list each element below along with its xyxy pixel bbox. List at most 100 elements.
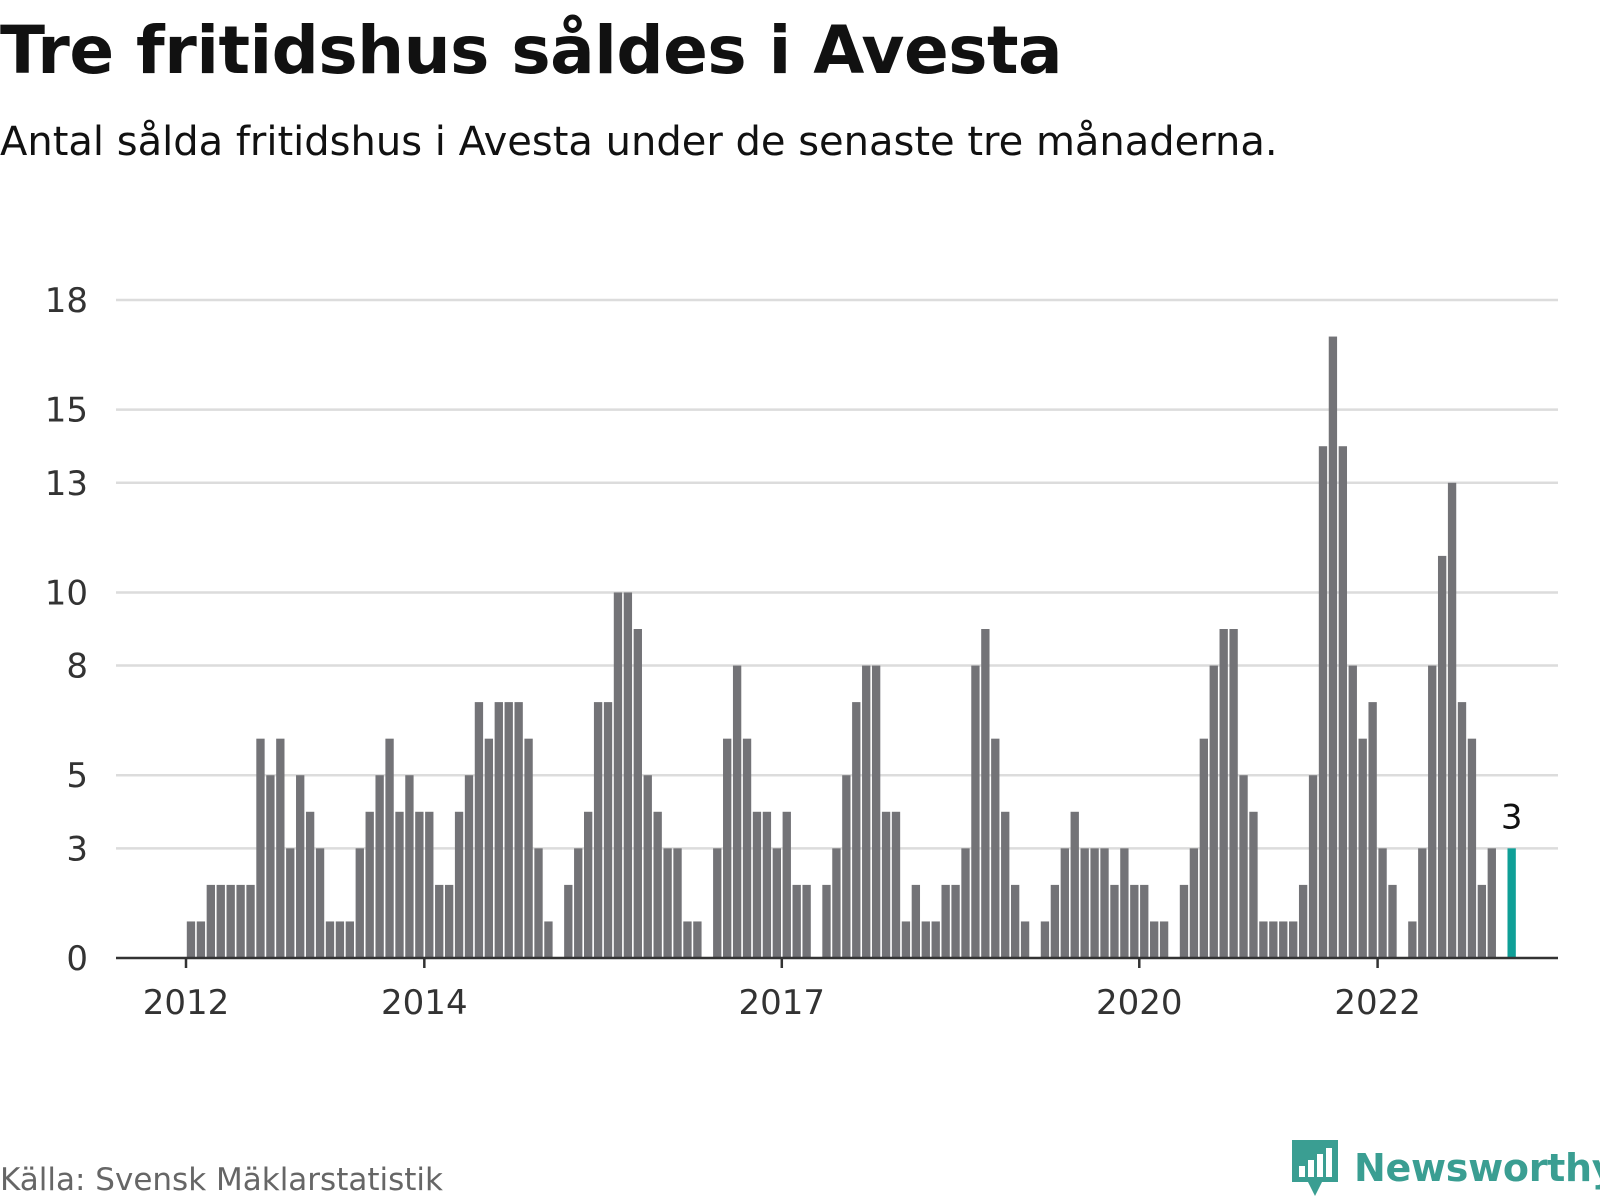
- bar: [325, 921, 335, 958]
- bar: [961, 848, 970, 958]
- bar: [723, 738, 732, 958]
- bar: [584, 811, 593, 958]
- y-tick-label: 18: [45, 281, 88, 321]
- bar: [1159, 921, 1169, 958]
- bar: [881, 811, 891, 958]
- bar: [613, 592, 623, 958]
- bar: [842, 775, 851, 958]
- bar: [862, 665, 871, 958]
- x-tick-label: 2014: [381, 983, 468, 1023]
- bar: [514, 702, 523, 958]
- bar: [782, 811, 791, 958]
- bar: [544, 921, 553, 958]
- bar: [256, 738, 265, 958]
- bar: [1040, 921, 1050, 958]
- bar: [196, 921, 206, 958]
- bar: [1269, 921, 1278, 958]
- bar: [871, 665, 881, 958]
- bar: [653, 811, 662, 958]
- bar: [435, 884, 444, 958]
- bar: [375, 775, 384, 958]
- bar: [236, 884, 245, 958]
- bar: [901, 921, 911, 958]
- bar: [1477, 884, 1487, 958]
- bar: [1467, 738, 1477, 958]
- y-tick-label: 8: [66, 647, 88, 687]
- bar: [464, 775, 474, 958]
- bar: [1130, 884, 1139, 958]
- bar: [1100, 848, 1109, 958]
- bar: [206, 884, 215, 958]
- bar: [226, 884, 235, 958]
- bar: [1001, 811, 1010, 958]
- x-tick-label: 2017: [739, 983, 826, 1023]
- brand-name: Newsworthy: [1354, 1146, 1600, 1190]
- bar: [683, 921, 692, 958]
- y-tick-label: 0: [66, 939, 88, 979]
- y-tick-label: 13: [45, 464, 88, 504]
- bar: [574, 848, 583, 958]
- bar: [742, 738, 752, 958]
- bar: [951, 884, 960, 958]
- source-note: Källa: Svensk Mäklarstatistik: [0, 1162, 443, 1198]
- highlight-bar: [1507, 848, 1516, 958]
- bar: [1199, 738, 1208, 958]
- bar: [444, 884, 454, 958]
- bar: [355, 848, 364, 958]
- bar: [286, 848, 295, 958]
- y-tick-label: 3: [66, 829, 88, 869]
- bar: [1140, 884, 1149, 958]
- bar: [315, 848, 325, 958]
- bar: [1120, 848, 1129, 958]
- bar: [524, 738, 533, 958]
- bar: [1318, 446, 1328, 958]
- bar: [1368, 702, 1377, 958]
- bar: [1189, 848, 1199, 958]
- bar: [1150, 921, 1159, 958]
- bar: [921, 921, 930, 958]
- bar: [1050, 884, 1060, 958]
- bar: [1457, 702, 1467, 958]
- bar: [772, 848, 781, 958]
- bar: [494, 702, 503, 958]
- bar: [415, 811, 424, 958]
- bar: [931, 921, 940, 958]
- bar: [266, 775, 275, 958]
- x-tick-label: 2022: [1334, 983, 1421, 1023]
- bar: [1279, 921, 1288, 958]
- bar: [941, 884, 950, 958]
- y-tick-label: 10: [45, 573, 88, 613]
- axes: [116, 956, 1558, 968]
- bar: [663, 848, 672, 958]
- bar: [474, 702, 484, 958]
- bar: [534, 848, 543, 958]
- bar: [1219, 629, 1228, 958]
- bar: [1209, 665, 1218, 958]
- bar: [305, 811, 315, 958]
- labels: 0 3 5 8 10 13 15 18 3 2012 2014 2017 2020 2022: [45, 281, 1523, 1023]
- bar: [802, 884, 811, 958]
- bar: [1020, 921, 1030, 958]
- bar: [425, 811, 434, 958]
- bar: [1378, 848, 1387, 958]
- bar: [713, 848, 722, 958]
- bar: [1179, 884, 1189, 958]
- bar: [296, 775, 305, 958]
- x-tick-label: 2012: [143, 983, 230, 1023]
- bar: [1418, 848, 1427, 958]
- bar: [832, 848, 841, 958]
- bar: [673, 848, 682, 958]
- bar: [454, 811, 464, 958]
- bar: [633, 629, 642, 958]
- bar: [991, 738, 1000, 958]
- brand-logo[interactable]: Newsworthy: [1290, 1138, 1600, 1198]
- bar: [593, 702, 603, 958]
- bar: [335, 921, 345, 958]
- bar: [504, 702, 513, 958]
- bar: [1388, 884, 1397, 958]
- bar: [1328, 336, 1338, 958]
- bar: [1358, 738, 1367, 958]
- bar: [822, 884, 831, 958]
- bar: [216, 884, 225, 958]
- bar: [1090, 848, 1099, 958]
